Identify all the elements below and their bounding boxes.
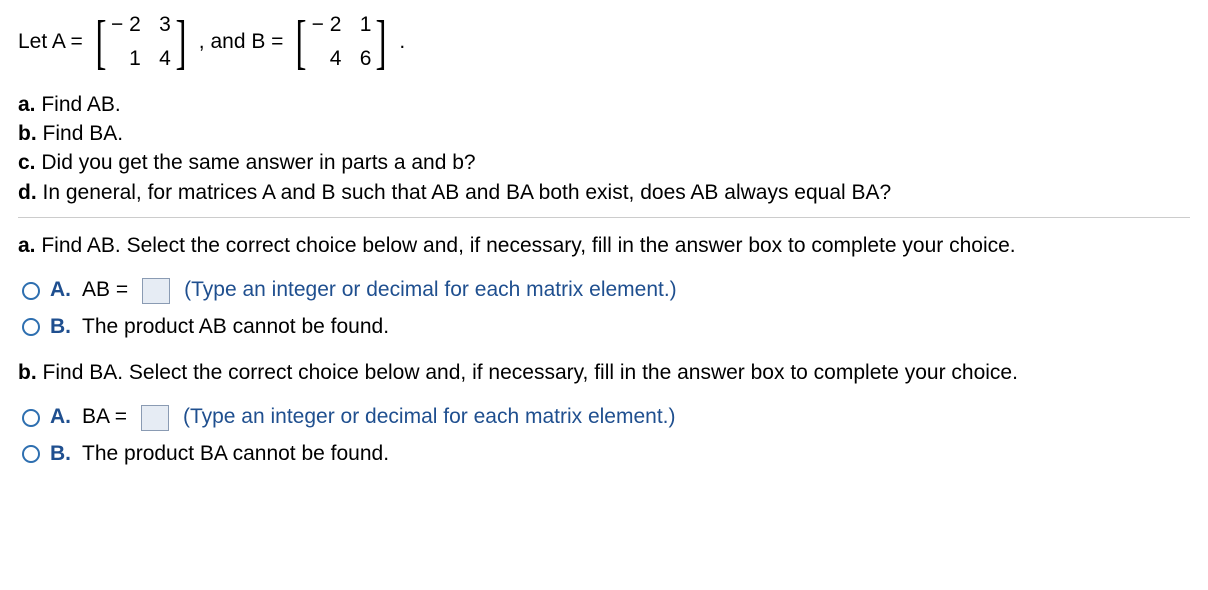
problem-setup: Let A = [ − 23 14 ] , and B = [ − 21 46 … — [18, 8, 1190, 77]
option-hint: (Type an integer or decimal for each mat… — [184, 276, 677, 304]
matrix-a-cell: 3 — [141, 11, 171, 39]
divider — [18, 217, 1190, 218]
choice-a-option-b[interactable]: B. The product AB cannot be found. — [22, 313, 1190, 341]
choice-b-option-a[interactable]: A. BA = (Type an integer or decimal for … — [22, 403, 1190, 431]
matrix-b-cell: − 2 — [311, 11, 341, 39]
matrix-b-cell: 4 — [311, 45, 341, 73]
part-label: a. — [18, 93, 36, 116]
option-text: The product AB cannot be found. — [82, 313, 389, 341]
choice-a-option-a[interactable]: A. AB = (Type an integer or decimal for … — [22, 276, 1190, 304]
part-text: In general, for matrices A and B such th… — [43, 181, 892, 204]
answer-input-box[interactable] — [142, 278, 170, 304]
question-a-prompt: a. Find AB. Select the correct choice be… — [18, 232, 1190, 260]
matrix-b: [ − 21 46 ] — [291, 8, 391, 77]
option-letter: B. — [50, 313, 72, 341]
part-text: Find AB. — [41, 93, 120, 116]
let-a-text: Let A = — [18, 28, 83, 56]
choice-b-option-b[interactable]: B. The product BA cannot be found. — [22, 440, 1190, 468]
option-letter: B. — [50, 440, 72, 468]
option-prefix: BA = — [82, 403, 127, 431]
matrix-a-cell: 1 — [111, 45, 141, 73]
radio-icon[interactable] — [22, 318, 40, 336]
option-prefix: AB = — [82, 276, 128, 304]
option-letter: A. — [50, 403, 72, 431]
right-bracket-icon: ] — [376, 15, 387, 69]
matrix-b-cell: 1 — [341, 11, 371, 39]
question-a-label: a. — [18, 234, 36, 257]
period-text: . — [399, 28, 405, 56]
part-text: Did you get the same answer in parts a a… — [41, 151, 475, 174]
question-b-prompt: b. Find BA. Select the correct choice be… — [18, 359, 1190, 387]
option-text: The product BA cannot be found. — [82, 440, 389, 468]
radio-icon[interactable] — [22, 409, 40, 427]
parts-list: a. Find AB. b. Find BA. c. Did you get t… — [18, 91, 1190, 207]
matrix-a-cell: − 2 — [111, 11, 141, 39]
part-text: Find BA. — [43, 122, 124, 145]
radio-icon[interactable] — [22, 445, 40, 463]
question-a-text: Find AB. Select the correct choice below… — [41, 234, 1015, 257]
option-letter: A. — [50, 276, 72, 304]
part-label: d. — [18, 181, 37, 204]
part-label: c. — [18, 151, 36, 174]
question-b-label: b. — [18, 361, 37, 384]
radio-icon[interactable] — [22, 282, 40, 300]
matrix-b-cell: 6 — [341, 45, 371, 73]
left-bracket-icon: [ — [95, 15, 106, 69]
matrix-a-cell: 4 — [141, 45, 171, 73]
part-label: b. — [18, 122, 37, 145]
question-b-text: Find BA. Select the correct choice below… — [43, 361, 1018, 384]
right-bracket-icon: ] — [175, 15, 186, 69]
answer-input-box[interactable] — [141, 405, 169, 431]
matrix-a: [ − 23 14 ] — [91, 8, 191, 77]
and-b-text: , and B = — [199, 28, 284, 56]
option-hint: (Type an integer or decimal for each mat… — [183, 403, 676, 431]
left-bracket-icon: [ — [296, 15, 307, 69]
